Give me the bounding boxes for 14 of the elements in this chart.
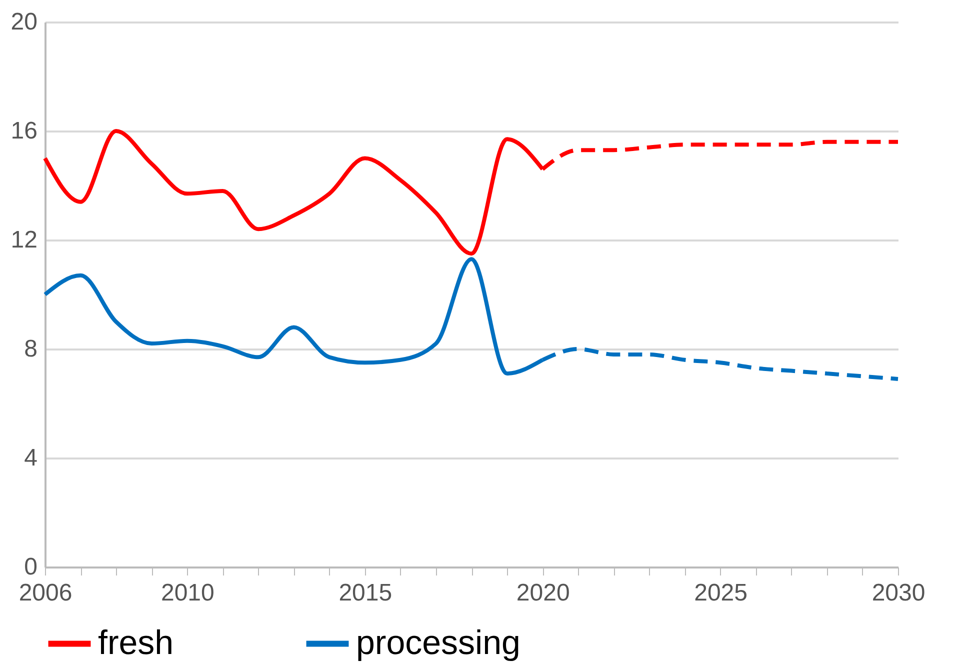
- legend-label: processing: [356, 624, 520, 662]
- x-tick-label: 2015: [338, 580, 392, 606]
- x-tick-label: 2010: [160, 580, 214, 606]
- legend-label: fresh: [98, 624, 174, 662]
- y-tick-label: 4: [24, 444, 38, 472]
- y-tick-label: 0: [24, 554, 38, 580]
- x-tick-label: 2030: [872, 580, 926, 606]
- x-tick-label: 2020: [516, 580, 570, 606]
- y-tick-label: 12: [10, 226, 38, 254]
- y-tick-label: 8: [24, 336, 38, 362]
- x-tick-label: 2006: [18, 580, 72, 606]
- y-tick-label: 20: [10, 8, 38, 36]
- y-tick-label: 16: [10, 118, 38, 144]
- x-tick-label: 2025: [694, 580, 748, 606]
